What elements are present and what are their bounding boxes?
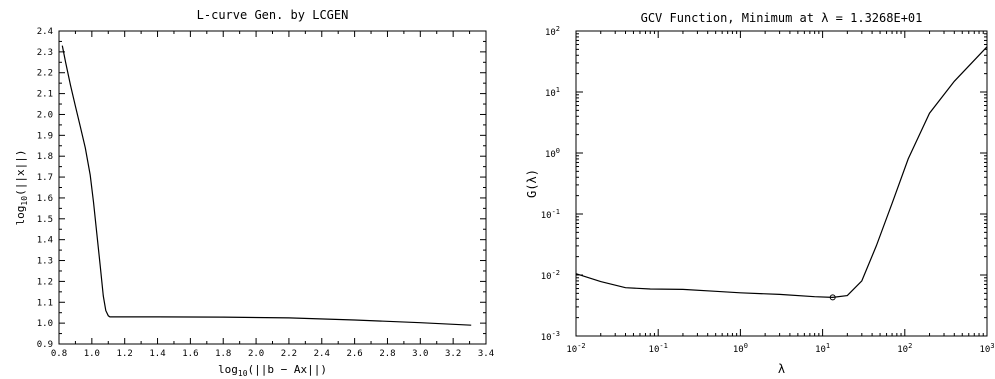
x-tick-label: 2.8 <box>379 349 395 359</box>
gcv-minimum-marker <box>829 294 836 301</box>
y-tick-label: 1.5 <box>37 215 53 225</box>
plot-frame <box>58 30 487 345</box>
x-tick-label: 0.8 <box>51 349 67 359</box>
l-curve-chart: L-curve Gen. by LCGEN 0.8 1.0 1.2 1.4 1.6 1.8 2… <box>14 8 494 378</box>
x-tick-label: 100 <box>733 342 748 355</box>
x-tick-label: 1.0 <box>84 349 100 359</box>
x-tick-label: 10-2 <box>566 342 585 355</box>
y-tick-label: 101 <box>545 86 560 99</box>
chart-title: L-curve Gen. by LCGEN <box>197 8 349 22</box>
x-tick-label: 2.4 <box>314 349 330 359</box>
chart-title: GCV Function, Minimum at λ = 1.3268E+01 <box>641 11 923 25</box>
y-tick-label: 1.8 <box>37 152 53 162</box>
x-tick-label: 3.4 <box>478 349 494 359</box>
x-tick-label: 2.6 <box>346 349 362 359</box>
y-tick-label: 1.1 <box>37 298 53 308</box>
y-tick-label: 2.1 <box>37 90 53 100</box>
x-axis-label: λ <box>778 362 785 376</box>
y-tick-label: 2.4 <box>37 27 53 37</box>
l-curve-line <box>61 45 472 326</box>
y-tick-label: 100 <box>545 147 560 160</box>
x-tick-label: 101 <box>815 342 830 355</box>
x-tick-label: 2.2 <box>281 349 297 359</box>
x-tick-label: 3.2 <box>445 349 461 359</box>
y-tick-label: 0.9 <box>37 340 53 350</box>
y-tick-label: 10-2 <box>541 269 560 282</box>
y-tick-label: 1.0 <box>37 319 53 329</box>
gcv-curve-line <box>575 46 988 299</box>
y-tick-label: 1.7 <box>37 173 53 183</box>
plot-frame <box>575 30 988 337</box>
y-tick-label: 10-3 <box>541 330 560 343</box>
y-tick-label: 2.2 <box>37 69 53 79</box>
gcv-chart: GCV Function, Minimum at λ = 1.3268E+01 1… <box>525 11 995 376</box>
y-tick-label: 2.3 <box>37 48 53 58</box>
y-tick-label: 1.4 <box>37 236 53 246</box>
x-axis-label: log10(||b − Ax||) <box>218 363 327 378</box>
y-axis-label: G(λ) <box>525 169 539 198</box>
x-tick-label: 103 <box>979 342 994 355</box>
y-tick-label: 1.3 <box>37 257 53 267</box>
x-tick-label: 10-1 <box>649 342 668 355</box>
x-tick-label: 2.0 <box>248 349 264 359</box>
y-tick-label: 1.6 <box>37 194 53 204</box>
y-tick-label: 1.9 <box>37 131 53 141</box>
x-tick-label: 1.8 <box>215 349 231 359</box>
x-tick-label: 1.4 <box>149 349 165 359</box>
x-tick-label: 1.2 <box>117 349 133 359</box>
y-axis-label: log10(||x||) <box>14 150 29 226</box>
x-tick-label: 3.0 <box>412 349 428 359</box>
y-tick-label: 10-1 <box>541 208 560 221</box>
y-tick-label: 2.0 <box>37 110 53 120</box>
y-tick-label: 1.2 <box>37 277 53 287</box>
x-tick-label: 102 <box>897 342 912 355</box>
x-tick-label: 1.6 <box>182 349 198 359</box>
y-tick-label: 102 <box>545 25 560 38</box>
